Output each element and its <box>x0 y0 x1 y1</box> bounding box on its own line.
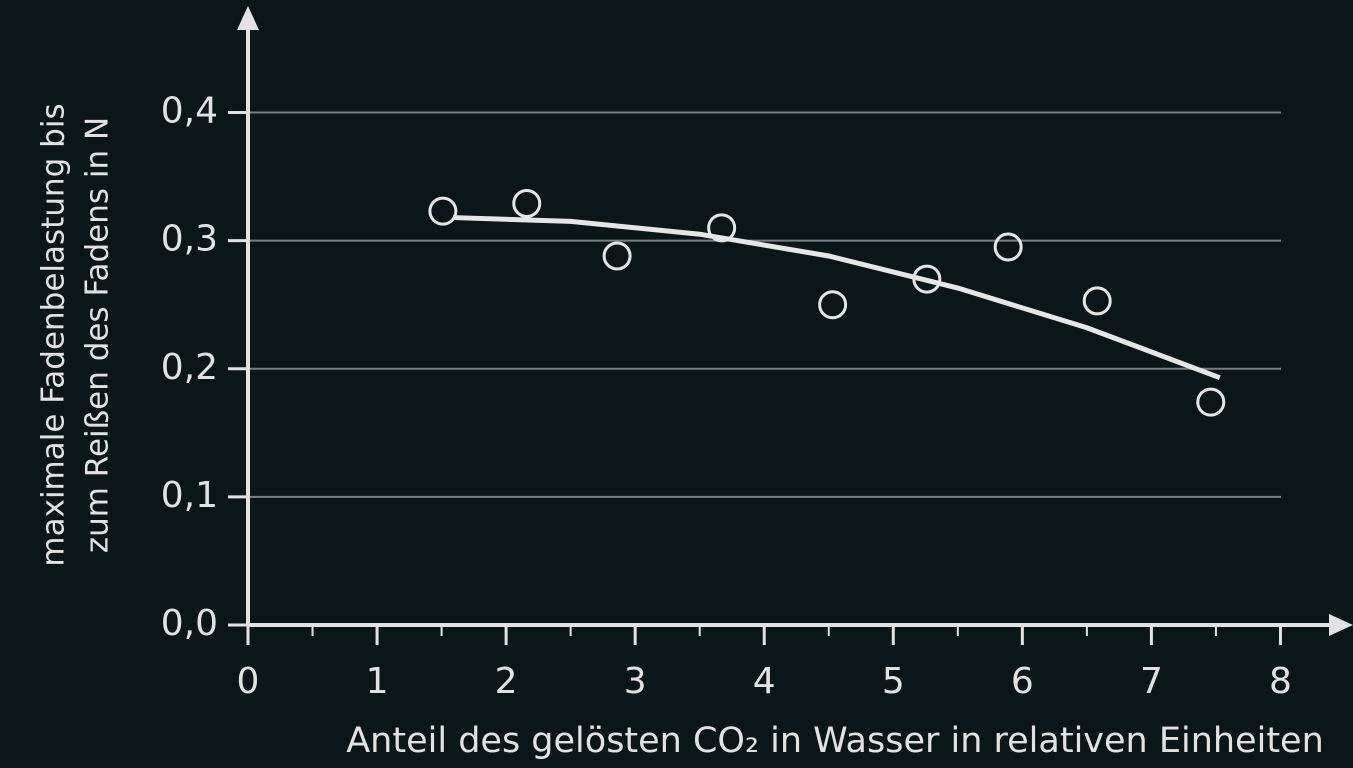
y-axis-label: zum Reißen des Fadens in N <box>80 117 116 553</box>
y-tick-label: 0,1 <box>161 475 218 516</box>
x-tick-label: 4 <box>753 661 776 702</box>
trend-line <box>453 215 1221 381</box>
x-tick-label: 8 <box>1269 661 1292 702</box>
data-point <box>1196 387 1226 417</box>
x-tick-label: 7 <box>1140 661 1163 702</box>
y-axis-label: maximale Fadenbelastung bis <box>36 103 72 566</box>
x-tick-label: 2 <box>495 661 518 702</box>
data-point <box>1082 286 1112 316</box>
x-tick-label: 0 <box>237 661 260 702</box>
data-point <box>602 241 632 271</box>
x-axis-label: Anteil des gelösten CO₂ in Wasser in rel… <box>346 721 1324 761</box>
data-point <box>818 290 848 320</box>
y-tick-label: 0,4 <box>161 91 218 132</box>
y-tick-label: 0,0 <box>161 603 218 644</box>
y-tick-label: 0,2 <box>161 347 218 388</box>
x-tick-label: 1 <box>366 661 389 702</box>
y-axis-arrow <box>237 6 259 30</box>
data-point <box>707 213 737 243</box>
x-tick-label: 6 <box>1011 661 1034 702</box>
x-tick-label: 5 <box>882 661 905 702</box>
y-tick-label: 0,3 <box>161 219 218 260</box>
x-tick-label: 3 <box>624 661 647 702</box>
data-point <box>512 188 542 218</box>
data-point <box>993 232 1023 262</box>
data-point <box>428 196 458 226</box>
x-axis-arrow <box>1329 614 1353 636</box>
